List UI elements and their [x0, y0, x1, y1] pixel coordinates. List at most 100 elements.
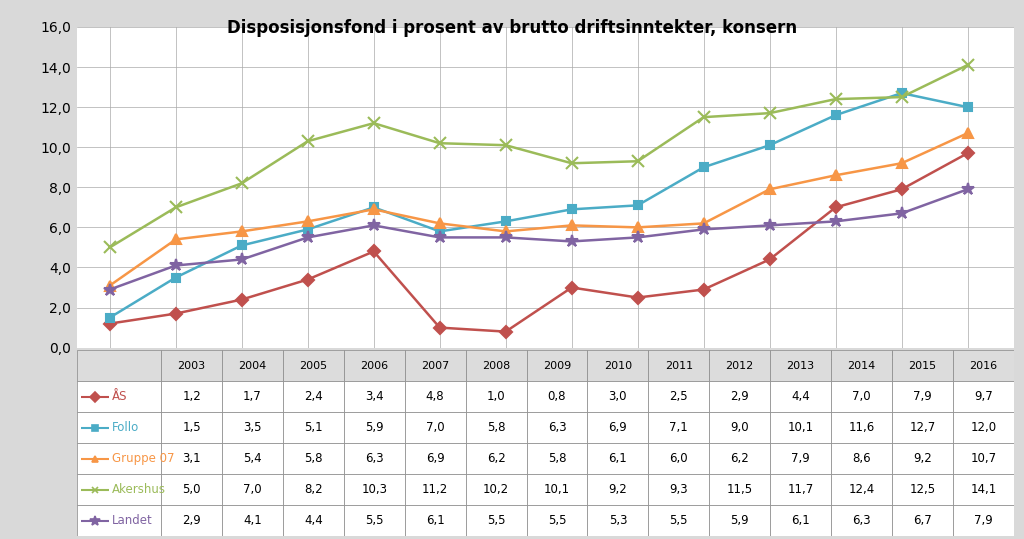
FancyBboxPatch shape [404, 506, 466, 536]
FancyBboxPatch shape [892, 382, 953, 412]
Text: 2,9: 2,9 [182, 514, 201, 527]
FancyBboxPatch shape [588, 506, 648, 536]
FancyBboxPatch shape [770, 412, 831, 443]
FancyBboxPatch shape [648, 412, 710, 443]
Text: 7,9: 7,9 [974, 514, 992, 527]
Text: 2009: 2009 [543, 361, 571, 371]
FancyBboxPatch shape [466, 382, 526, 412]
Text: 2015: 2015 [908, 361, 937, 371]
Text: 2,4: 2,4 [304, 390, 323, 403]
Text: 5,9: 5,9 [365, 421, 384, 434]
Text: 2013: 2013 [786, 361, 815, 371]
Follo [236, 242, 248, 248]
Text: 12,5: 12,5 [909, 483, 936, 496]
Text: 2010: 2010 [604, 361, 632, 371]
FancyBboxPatch shape [283, 412, 344, 443]
FancyBboxPatch shape [283, 506, 344, 536]
Text: 2011: 2011 [665, 361, 693, 371]
Text: 0,8: 0,8 [548, 390, 566, 403]
Follo [170, 274, 182, 281]
Text: 2007: 2007 [421, 361, 450, 371]
Follo [302, 226, 314, 233]
FancyBboxPatch shape [588, 412, 648, 443]
Text: 2012: 2012 [726, 361, 754, 371]
FancyBboxPatch shape [466, 443, 526, 474]
Text: 4,4: 4,4 [792, 390, 810, 403]
Text: 6,9: 6,9 [608, 421, 628, 434]
Text: 10,2: 10,2 [483, 483, 509, 496]
Akershus [433, 140, 445, 147]
FancyBboxPatch shape [892, 506, 953, 536]
Text: ÅS: ÅS [113, 390, 128, 403]
Text: 12,4: 12,4 [848, 483, 874, 496]
Gruppe 07 [368, 206, 380, 212]
FancyBboxPatch shape [283, 382, 344, 412]
Text: 5,8: 5,8 [486, 421, 505, 434]
Text: 3,5: 3,5 [244, 421, 262, 434]
Akershus [103, 244, 116, 251]
Text: 3,1: 3,1 [182, 452, 201, 465]
Follo [962, 104, 974, 110]
FancyBboxPatch shape [892, 474, 953, 506]
Text: 2,5: 2,5 [670, 390, 688, 403]
FancyBboxPatch shape [161, 350, 222, 382]
FancyBboxPatch shape [710, 350, 770, 382]
Landet [103, 286, 116, 293]
FancyBboxPatch shape [831, 350, 892, 382]
Text: 7,0: 7,0 [426, 421, 444, 434]
Follo [764, 142, 776, 148]
ÅS [302, 277, 314, 283]
FancyBboxPatch shape [953, 382, 1014, 412]
FancyBboxPatch shape [648, 506, 710, 536]
Gruppe 07 [697, 220, 710, 226]
FancyBboxPatch shape [77, 412, 161, 443]
FancyBboxPatch shape [344, 412, 404, 443]
Akershus [236, 180, 248, 186]
Gruppe 07 [962, 130, 974, 136]
Gruppe 07 [170, 236, 182, 243]
Text: 6,3: 6,3 [548, 421, 566, 434]
Text: 6,3: 6,3 [365, 452, 384, 465]
FancyBboxPatch shape [831, 506, 892, 536]
FancyBboxPatch shape [283, 443, 344, 474]
FancyBboxPatch shape [77, 506, 161, 536]
Text: 6,2: 6,2 [486, 452, 506, 465]
FancyBboxPatch shape [588, 443, 648, 474]
Akershus [170, 204, 182, 211]
Akershus [962, 62, 974, 68]
FancyBboxPatch shape [222, 474, 283, 506]
FancyBboxPatch shape [222, 506, 283, 536]
Text: 7,9: 7,9 [792, 452, 810, 465]
Follo [500, 218, 512, 225]
FancyBboxPatch shape [892, 350, 953, 382]
Text: 5,8: 5,8 [304, 452, 323, 465]
FancyBboxPatch shape [770, 382, 831, 412]
Text: Follo: Follo [113, 421, 139, 434]
Text: 11,6: 11,6 [848, 421, 874, 434]
Akershus [302, 138, 314, 144]
FancyBboxPatch shape [344, 350, 404, 382]
Text: 2014: 2014 [848, 361, 876, 371]
FancyBboxPatch shape [161, 474, 222, 506]
Text: 4,8: 4,8 [426, 390, 444, 403]
ÅS [632, 294, 644, 301]
Text: 2006: 2006 [360, 361, 388, 371]
Gruppe 07 [829, 172, 842, 178]
Landet [895, 210, 907, 217]
FancyBboxPatch shape [404, 474, 466, 506]
Follo [565, 206, 578, 212]
FancyBboxPatch shape [710, 506, 770, 536]
Gruppe 07 [500, 228, 512, 234]
ÅS [895, 186, 907, 192]
Gruppe 07 [565, 222, 578, 229]
FancyBboxPatch shape [588, 350, 648, 382]
Text: 2008: 2008 [482, 361, 510, 371]
FancyBboxPatch shape [77, 443, 161, 474]
Text: 2005: 2005 [299, 361, 328, 371]
Text: 10,7: 10,7 [971, 452, 996, 465]
Text: 11,7: 11,7 [787, 483, 814, 496]
Text: 9,0: 9,0 [730, 421, 749, 434]
FancyBboxPatch shape [710, 412, 770, 443]
ÅS [236, 296, 248, 303]
Text: 6,1: 6,1 [792, 514, 810, 527]
